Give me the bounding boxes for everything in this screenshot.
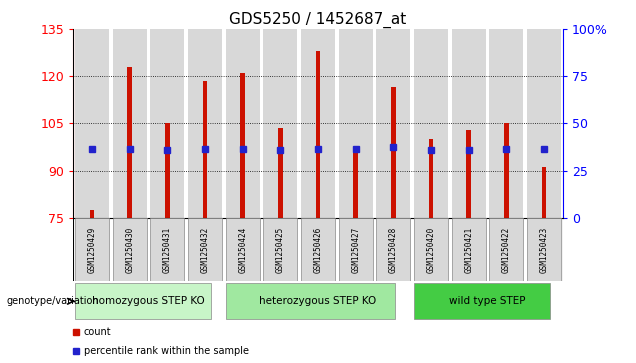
Bar: [414, 29, 448, 218]
Bar: [504, 123, 509, 218]
Bar: [354, 148, 358, 218]
Text: wild type STEP: wild type STEP: [449, 296, 526, 306]
Bar: [188, 29, 222, 218]
Text: genotype/variation: genotype/variation: [6, 296, 99, 306]
Bar: [263, 218, 297, 281]
Bar: [414, 283, 550, 319]
Text: GSM1250424: GSM1250424: [238, 227, 247, 273]
Text: GSM1250432: GSM1250432: [200, 227, 209, 273]
Text: GSM1250422: GSM1250422: [502, 227, 511, 273]
Bar: [490, 29, 523, 218]
Bar: [150, 29, 184, 218]
Bar: [301, 218, 335, 281]
Bar: [429, 139, 433, 218]
Bar: [226, 283, 395, 319]
Bar: [75, 218, 109, 281]
Bar: [377, 29, 410, 218]
Bar: [452, 29, 486, 218]
Text: GSM1250427: GSM1250427: [351, 227, 360, 273]
Bar: [377, 218, 410, 281]
Bar: [75, 283, 211, 319]
Bar: [527, 29, 561, 218]
Bar: [452, 218, 486, 281]
Bar: [75, 29, 109, 218]
Bar: [240, 73, 245, 218]
Bar: [278, 128, 282, 218]
Bar: [490, 218, 523, 281]
Bar: [150, 218, 184, 281]
Bar: [226, 29, 259, 218]
Title: GDS5250 / 1452687_at: GDS5250 / 1452687_at: [230, 12, 406, 28]
Bar: [90, 210, 94, 218]
Bar: [466, 130, 471, 218]
Text: count: count: [84, 327, 111, 337]
Bar: [315, 51, 321, 218]
Bar: [188, 218, 222, 281]
Text: GSM1250431: GSM1250431: [163, 227, 172, 273]
Bar: [527, 218, 561, 281]
Text: homozygous STEP KO: homozygous STEP KO: [92, 296, 205, 306]
Text: GSM1250429: GSM1250429: [88, 227, 97, 273]
Bar: [542, 167, 546, 218]
Bar: [391, 87, 396, 218]
Bar: [165, 123, 170, 218]
Text: GSM1250421: GSM1250421: [464, 227, 473, 273]
Bar: [203, 81, 207, 218]
Text: GSM1250425: GSM1250425: [276, 227, 285, 273]
Bar: [127, 67, 132, 218]
Bar: [339, 29, 373, 218]
Bar: [339, 218, 373, 281]
Text: GSM1250423: GSM1250423: [539, 227, 548, 273]
Bar: [414, 218, 448, 281]
Text: GSM1250430: GSM1250430: [125, 227, 134, 273]
Bar: [301, 29, 335, 218]
Text: GSM1250426: GSM1250426: [314, 227, 322, 273]
Bar: [226, 218, 259, 281]
Text: GSM1250420: GSM1250420: [427, 227, 436, 273]
Bar: [113, 29, 147, 218]
Text: GSM1250428: GSM1250428: [389, 227, 398, 273]
Text: percentile rank within the sample: percentile rank within the sample: [84, 346, 249, 356]
Bar: [263, 29, 297, 218]
Bar: [113, 218, 147, 281]
Text: heterozygous STEP KO: heterozygous STEP KO: [259, 296, 377, 306]
